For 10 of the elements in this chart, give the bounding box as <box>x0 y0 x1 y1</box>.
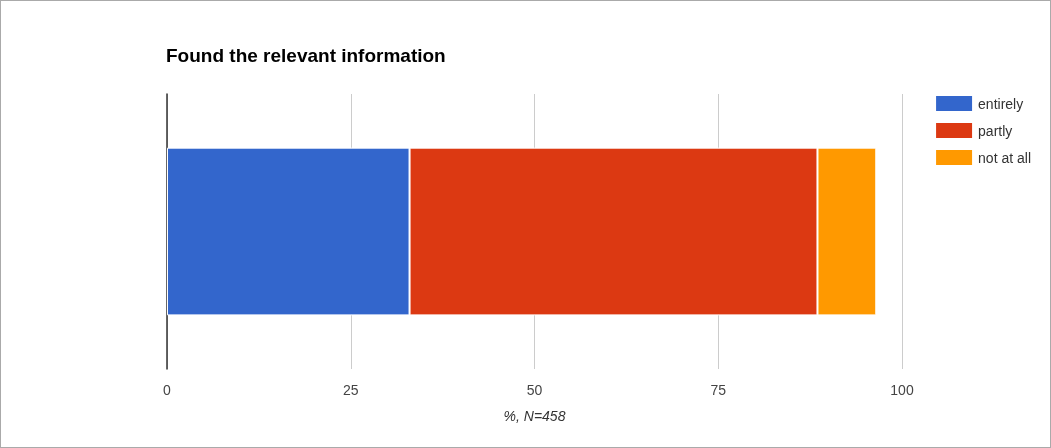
x-tick-label: 25 <box>342 382 359 398</box>
x-tick-label: 100 <box>890 382 914 398</box>
legend-label: partly <box>978 122 1013 139</box>
x-tick-label: 0 <box>163 382 172 398</box>
x-tick-label: 75 <box>710 382 727 398</box>
legend-label: not at all <box>978 149 1032 166</box>
legend-label: entirely <box>978 95 1024 112</box>
x-tick-label: 50 <box>526 382 543 398</box>
chart-title: Found the relevant information <box>166 45 446 66</box>
x-axis-title: %, N=458 <box>503 408 566 424</box>
